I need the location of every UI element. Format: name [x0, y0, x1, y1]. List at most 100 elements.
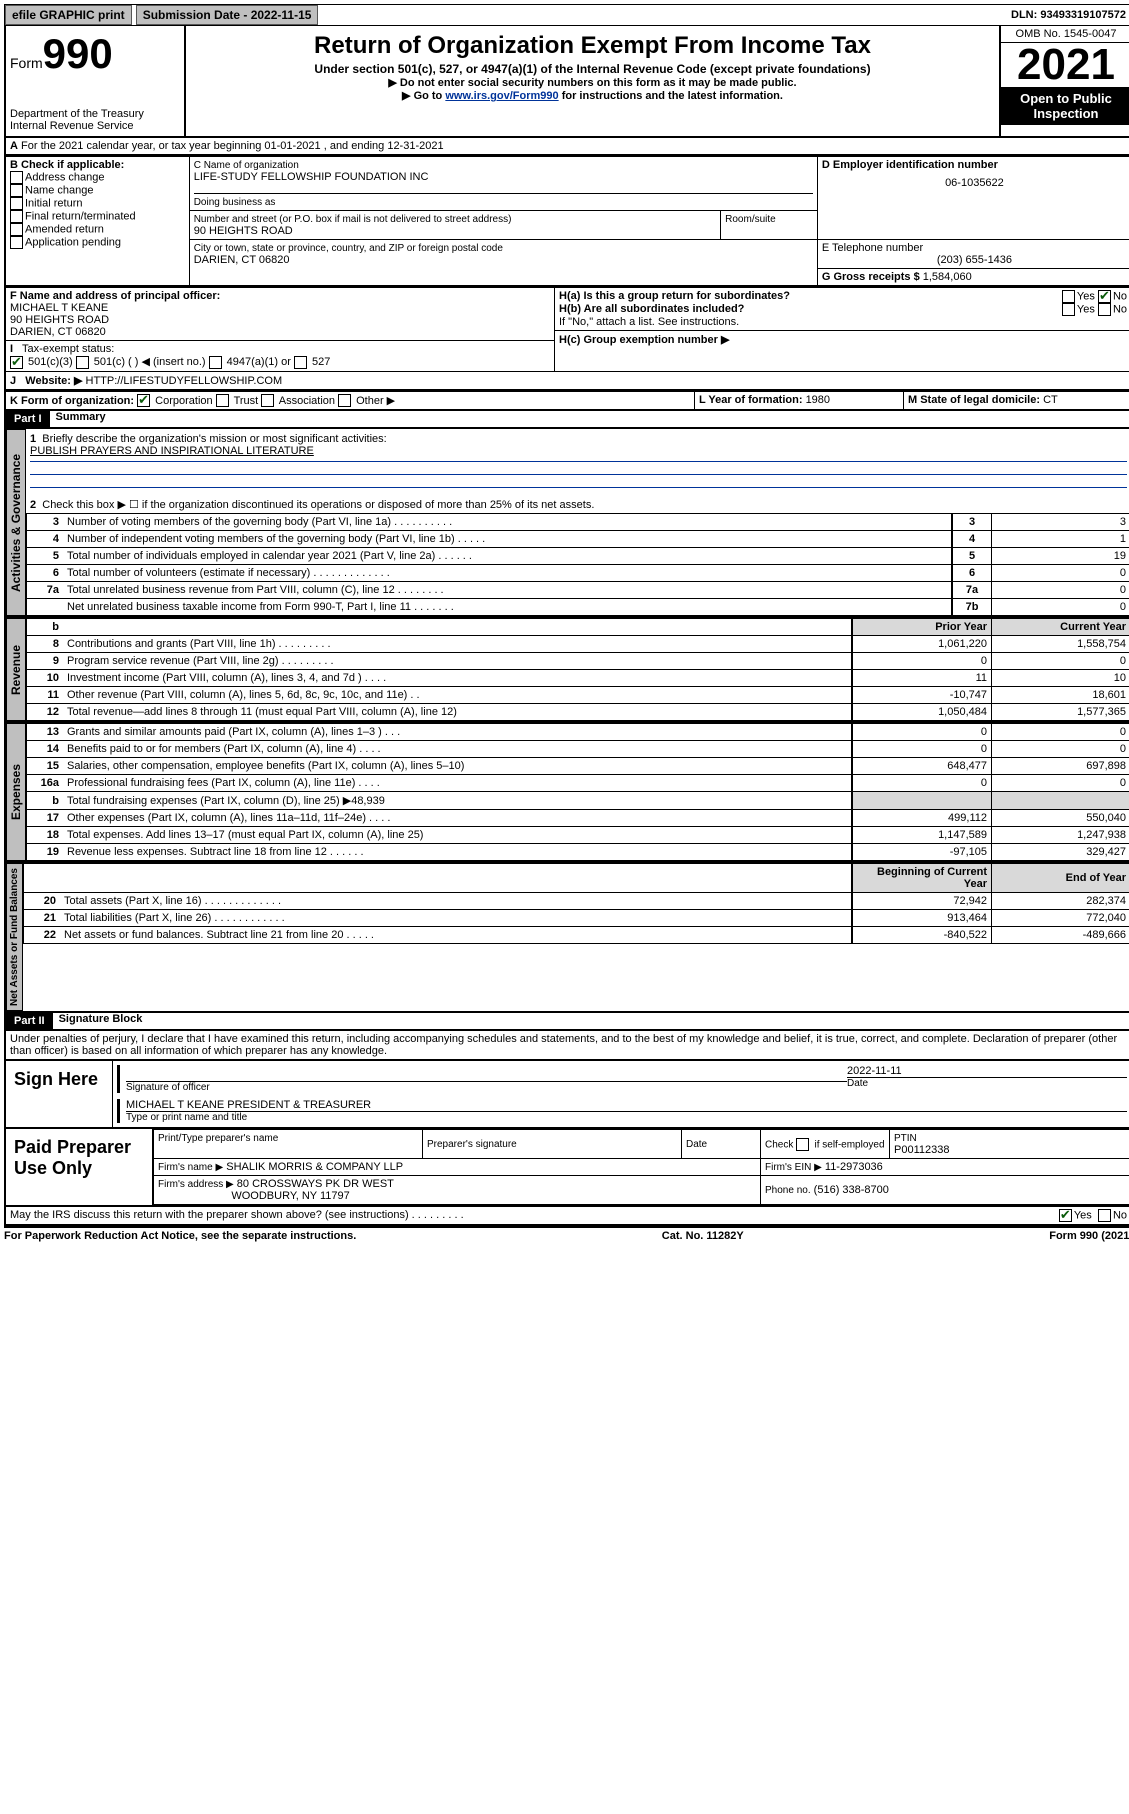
officer-status-table: F Name and address of principal officer:… — [4, 287, 1129, 391]
state-domicile: CT — [1043, 394, 1058, 406]
form-title: Return of Organization Exempt From Incom… — [190, 32, 995, 60]
self-employed-checkbox[interactable] — [796, 1138, 809, 1151]
prior-value: 913,464 — [852, 910, 992, 927]
line-desc: Total fundraising expenses (Part IX, col… — [63, 792, 852, 810]
current-value: 329,427 — [992, 844, 1129, 861]
tax-status-checkbox[interactable] — [10, 356, 23, 369]
sig-date-value: 2022-11-11 — [847, 1065, 1127, 1077]
line-box: 7a — [952, 582, 992, 599]
line-value: 0 — [992, 599, 1129, 616]
prior-value: -97,105 — [852, 844, 992, 861]
line-desc: Benefits paid to or for members (Part IX… — [63, 741, 852, 758]
firm-ein-label: Firm's EIN ▶ — [765, 1162, 822, 1173]
col-current: Current Year — [1060, 621, 1126, 633]
firm-name-label: Firm's name ▶ — [158, 1162, 223, 1173]
prior-value: 648,477 — [852, 758, 992, 775]
ein-value: 06-1035622 — [822, 177, 1127, 189]
tab-expenses: Expenses — [6, 723, 26, 861]
line-desc: Number of voting members of the governin… — [63, 514, 952, 531]
line-box: 7b — [952, 599, 992, 616]
org-form-option: Other ▶ — [353, 395, 395, 407]
line-desc: Total number of volunteers (estimate if … — [63, 565, 952, 582]
line-desc: Total revenue—add lines 8 through 11 (mu… — [63, 704, 852, 721]
year-formation: 1980 — [806, 394, 830, 406]
prior-value: 1,061,220 — [852, 636, 992, 653]
hb-yes-checkbox[interactable] — [1062, 303, 1075, 316]
line-box: 3 — [952, 514, 992, 531]
prior-value: -840,522 — [852, 927, 992, 944]
tax-year: 2021 — [1001, 43, 1129, 87]
org-form-checkbox[interactable] — [137, 394, 150, 407]
line-desc: Total unrelated business revenue from Pa… — [63, 582, 952, 599]
top-bar: efile GRAPHIC print Submission Date - 20… — [4, 4, 1129, 26]
prior-value — [852, 792, 992, 810]
tax-status-checkbox[interactable] — [294, 356, 307, 369]
discuss-yes-checkbox[interactable] — [1059, 1209, 1072, 1222]
line-number: 12 — [27, 704, 64, 721]
prior-value: 1,050,484 — [852, 704, 992, 721]
part-i-header: Part I — [6, 411, 50, 427]
current-value: 282,374 — [992, 893, 1129, 910]
h-b-note: If "No," attach a list. See instructions… — [559, 316, 1127, 328]
line-number: 17 — [27, 810, 64, 827]
goto-prefix: ▶ Go to — [402, 90, 445, 102]
dept-treasury: Department of the Treasury — [10, 108, 180, 120]
efile-print-button[interactable]: efile GRAPHIC print — [5, 5, 132, 25]
irs-link[interactable]: www.irs.gov/Form990 — [445, 90, 558, 102]
line-desc: Total expenses. Add lines 13–17 (must eq… — [63, 827, 852, 844]
current-value: 550,040 — [992, 810, 1129, 827]
current-value: 10 — [992, 670, 1129, 687]
box-b-option: Initial return — [25, 197, 82, 209]
box-b-option: Amended return — [25, 223, 104, 235]
box-m-label: M State of legal domicile: — [908, 394, 1043, 406]
org-form-checkbox[interactable] — [216, 394, 229, 407]
box-b-checkbox[interactable] — [10, 184, 23, 197]
org-form-checkbox[interactable] — [261, 394, 274, 407]
officer-city: DARIEN, CT 06820 — [10, 326, 106, 338]
hb-no-checkbox[interactable] — [1098, 303, 1111, 316]
box-b-checkbox[interactable] — [10, 210, 23, 223]
h-a-label: H(a) Is this a group return for subordin… — [559, 290, 790, 302]
footer-right: Form 990 (2021) — [1049, 1230, 1129, 1242]
line-desc: Grants and similar amounts paid (Part IX… — [63, 724, 852, 741]
footer-cat: Cat. No. 11282Y — [662, 1230, 744, 1242]
box-j-label: Website: ▶ — [25, 375, 82, 387]
ha-yes-checkbox[interactable] — [1062, 290, 1075, 303]
tax-status-checkbox[interactable] — [209, 356, 222, 369]
tax-status-option: 501(c)(3) — [25, 356, 76, 368]
prior-value: 0 — [852, 775, 992, 792]
line-a: A For the 2021 calendar year, or tax yea… — [4, 138, 1129, 156]
prior-value: 11 — [852, 670, 992, 687]
line-desc: Program service revenue (Part VIII, line… — [63, 653, 852, 670]
tax-status-checkbox[interactable] — [76, 356, 89, 369]
box-b-checkbox[interactable] — [10, 197, 23, 210]
mission-text: PUBLISH PRAYERS AND INSPIRATIONAL LITERA… — [30, 445, 314, 457]
box-b-checkbox[interactable] — [10, 171, 23, 184]
current-value: 18,601 — [992, 687, 1129, 704]
line-number: 21 — [24, 910, 61, 927]
line-number: 13 — [27, 724, 64, 741]
sign-here-block: Sign Here Signature of officer 2022-11-1… — [4, 1061, 1129, 1129]
line-number — [27, 599, 64, 616]
ptin-value: P00112338 — [894, 1144, 949, 1156]
box-b-checkbox[interactable] — [10, 223, 23, 236]
box-g-label: G Gross receipts $ — [822, 271, 920, 283]
line-desc: Total number of individuals employed in … — [63, 548, 952, 565]
discuss-no-checkbox[interactable] — [1098, 1209, 1111, 1222]
line-number: 15 — [27, 758, 64, 775]
irs-label: Internal Revenue Service — [10, 120, 180, 132]
box-b-checkbox[interactable] — [10, 236, 23, 249]
line-value: 0 — [992, 582, 1129, 599]
sig-date-label: Date — [847, 1077, 1127, 1089]
dln: DLN: 93493319107572 — [1011, 9, 1129, 21]
box-d-label: D Employer identification number — [822, 159, 998, 171]
ha-no-checkbox[interactable] — [1098, 290, 1111, 303]
prior-value: 0 — [852, 741, 992, 758]
h-b-label: H(b) Are all subordinates included? — [559, 303, 744, 315]
tax-status-option: 527 — [309, 356, 330, 368]
col-prior: Prior Year — [935, 621, 987, 633]
submission-date: Submission Date - 2022-11-15 — [136, 5, 319, 25]
line-box: 4 — [952, 531, 992, 548]
line-number: 16a — [27, 775, 64, 792]
org-form-checkbox[interactable] — [338, 394, 351, 407]
